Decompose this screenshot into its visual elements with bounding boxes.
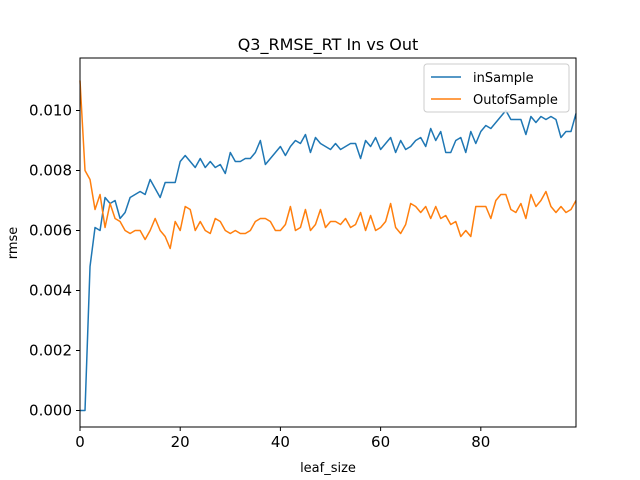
legend-label-insample: inSample bbox=[473, 71, 534, 86]
legend-box bbox=[423, 63, 570, 113]
y-tick-label: 0.004 bbox=[29, 282, 72, 300]
x-tick-label: 80 bbox=[471, 433, 490, 451]
x-axis-label: leaf_size bbox=[300, 461, 356, 476]
x-tick-label: 60 bbox=[371, 433, 390, 451]
y-tick-label: 0.000 bbox=[29, 402, 72, 420]
series-line-outofsample bbox=[79, 80, 577, 250]
series-line-insample bbox=[80, 109, 577, 412]
x-tick-label: 40 bbox=[271, 433, 290, 451]
x-tick-label: 0 bbox=[75, 433, 85, 451]
y-tick-label: 0.008 bbox=[29, 162, 72, 180]
chart-title: Q3_RMSE_RT In vs Out bbox=[238, 35, 419, 55]
plot-frame bbox=[79, 57, 577, 428]
x-tick-label: 20 bbox=[171, 433, 190, 451]
legend: inSample OutofSample bbox=[423, 63, 570, 113]
legend-label-outofsample: OutofSample bbox=[473, 93, 558, 108]
y-tick-label: 0.010 bbox=[29, 102, 72, 120]
y-axis-label: rmse bbox=[6, 227, 21, 260]
y-tick-label: 0.006 bbox=[29, 222, 72, 240]
y-tick-label: 0.002 bbox=[29, 342, 72, 360]
